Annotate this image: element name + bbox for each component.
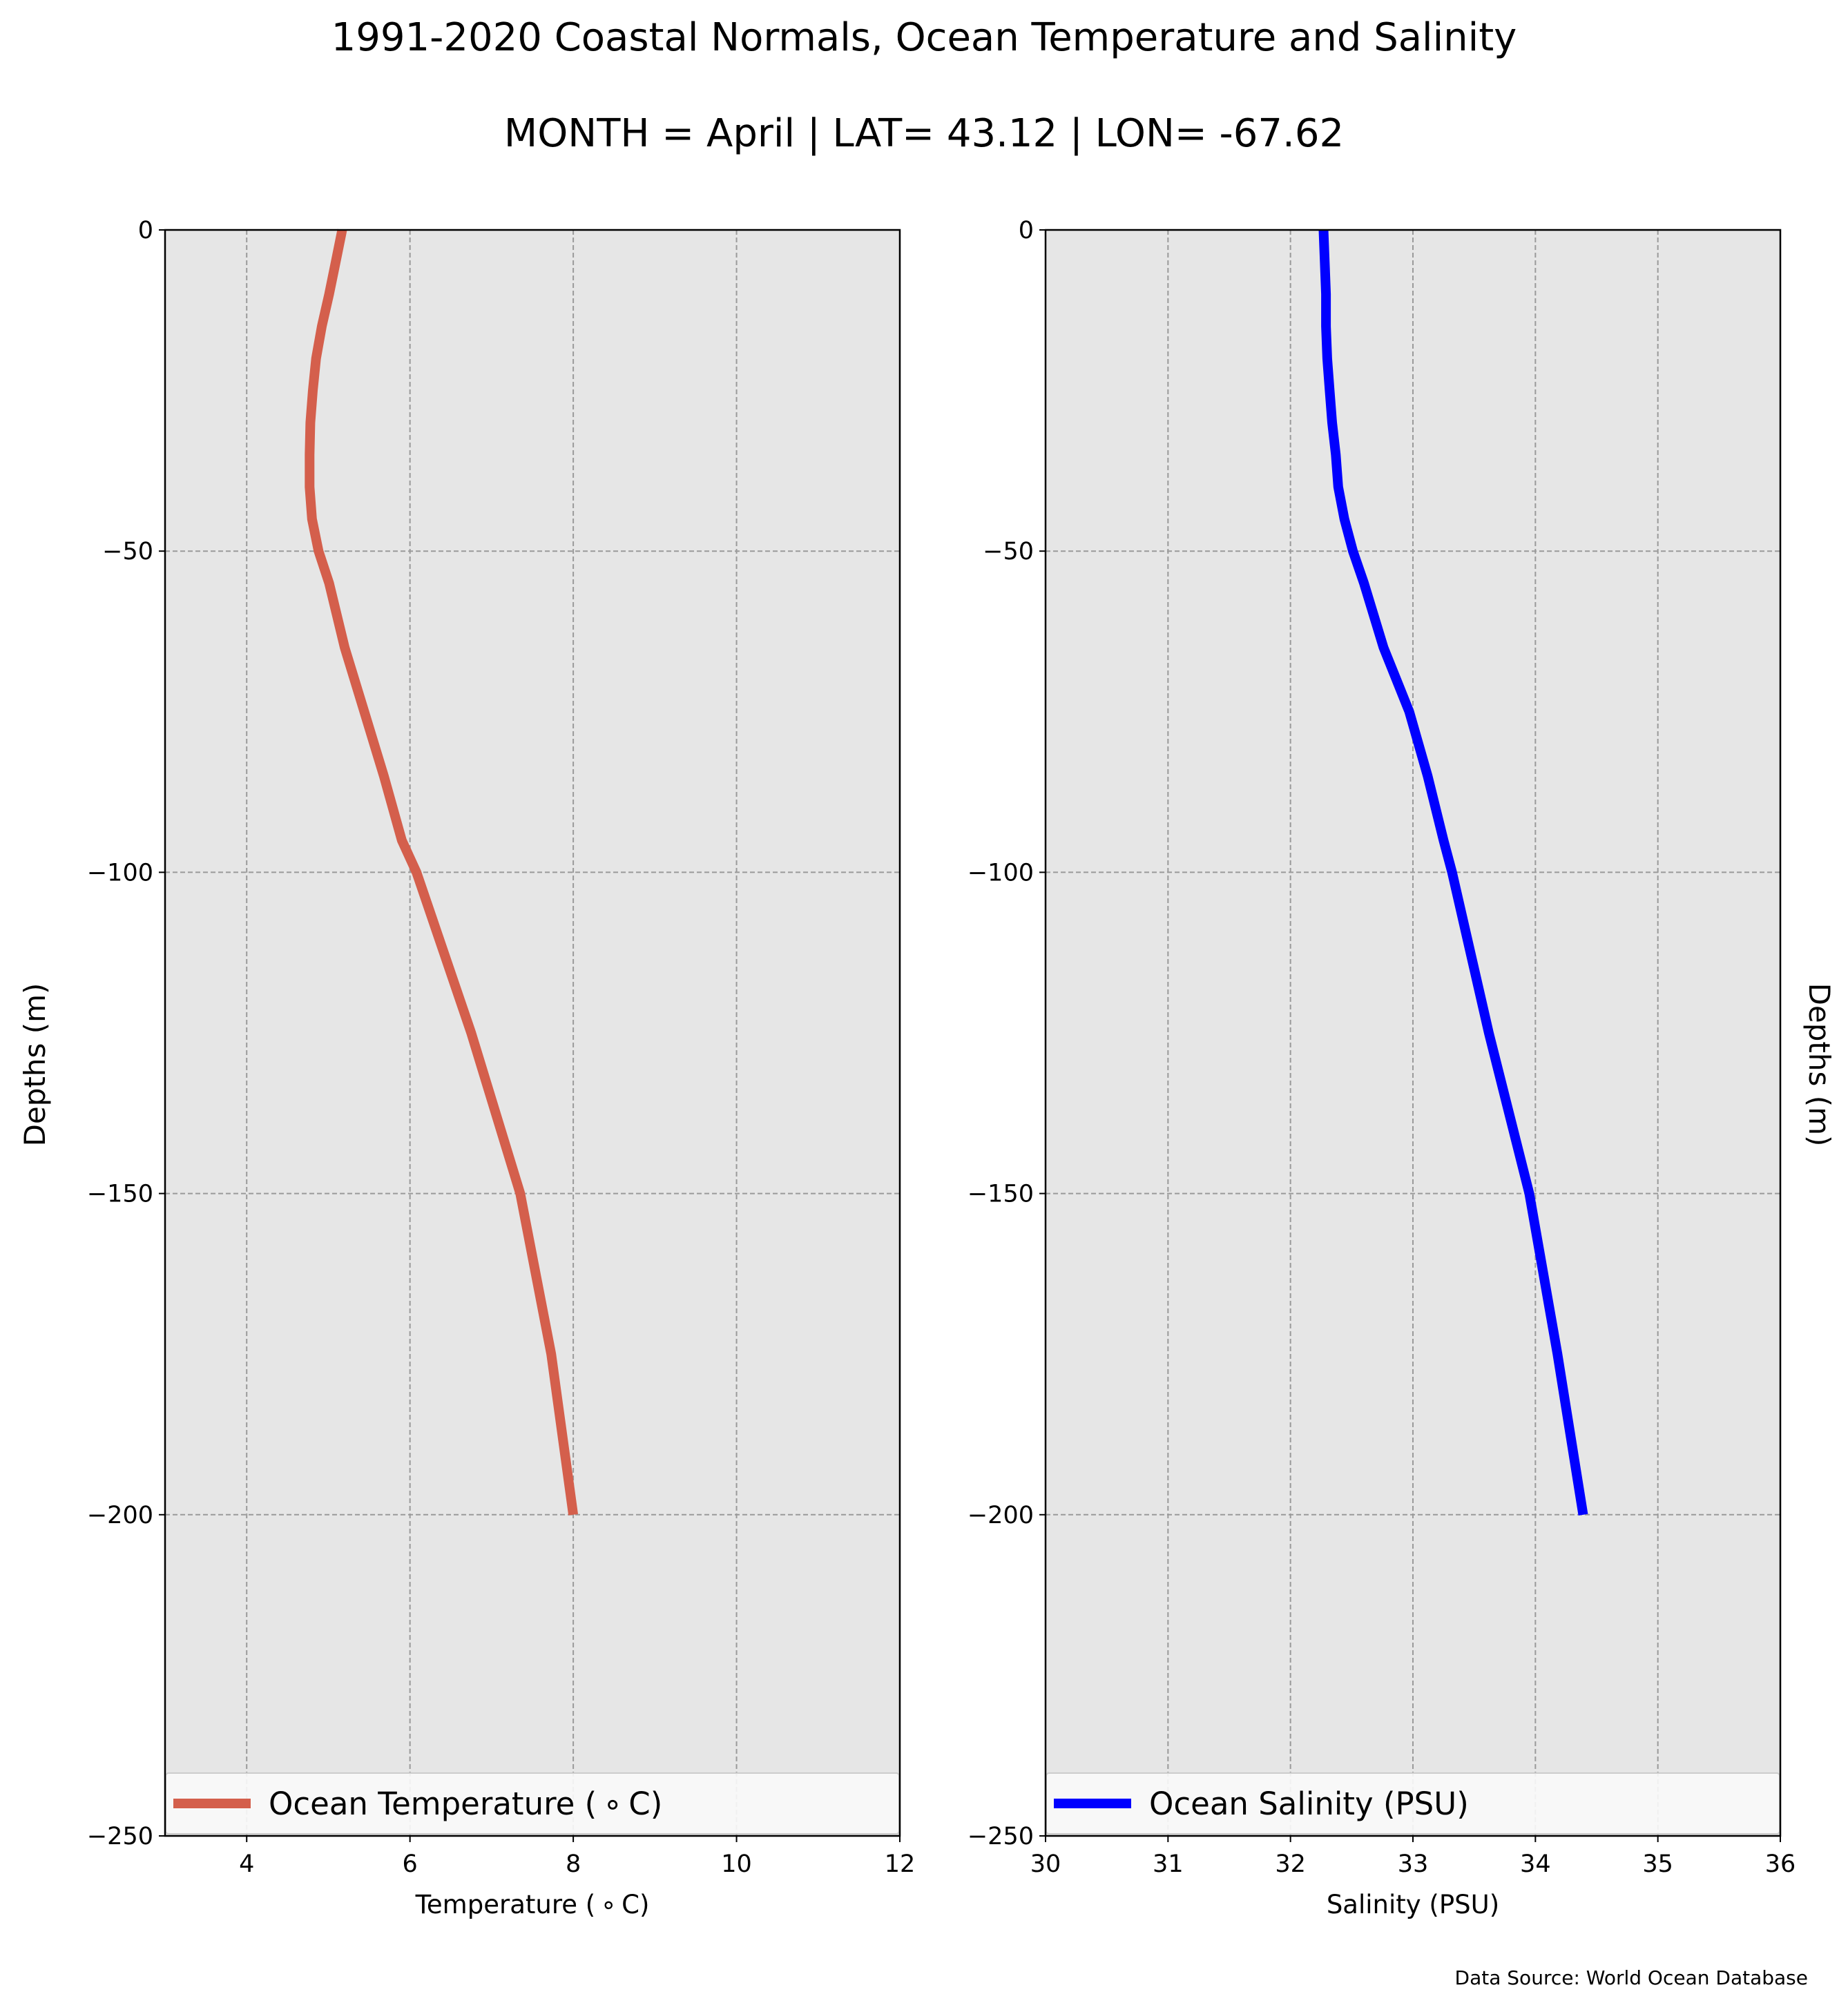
temperature-y-tick-label: −250 <box>87 1823 153 1850</box>
salinity-x-tick-label: 35 <box>1642 1850 1673 1878</box>
salinity-plot-area <box>1046 230 1780 1836</box>
salinity-legend-label: Ocean Salinity (PSU) <box>1149 1786 1469 1822</box>
salinity-y-tick-label: −200 <box>968 1502 1034 1529</box>
salinity-y-tick-label: −100 <box>968 859 1034 887</box>
temperature-x-axis-label: Temperature ( ∘ C) <box>415 1890 650 1919</box>
salinity-x-axis-label: Salinity (PSU) <box>1327 1890 1499 1919</box>
temperature-axes-frame <box>164 229 901 1837</box>
temperature-y-tick-label: −50 <box>102 538 153 565</box>
salinity-y-tick-label: 0 <box>1019 217 1034 244</box>
salinity-x-tick-label: 34 <box>1520 1850 1551 1878</box>
left-y-axis-label: Depths (m) <box>18 983 52 1147</box>
salinity-y-tick-label: −50 <box>983 538 1034 565</box>
salinity-x-tick-label: 33 <box>1398 1850 1429 1878</box>
temperature-y-tick-label: −100 <box>87 859 153 887</box>
salinity-x-tick-label: 31 <box>1153 1850 1184 1878</box>
temperature-x-tick-label: 10 <box>721 1850 752 1878</box>
salinity-legend: Ocean Salinity (PSU) <box>1046 1772 1780 1835</box>
temperature-panel: 4 6 8 10 12 0 −50 −100 −150 −200 −250 Ocean Tempera… <box>87 217 915 1919</box>
temperature-legend: Ocean Temperature ( ∘ C) <box>165 1772 900 1835</box>
salinity-axes-frame <box>1044 229 1782 1837</box>
temperature-series-line <box>305 229 579 1516</box>
salinity-panel: 30 31 32 33 34 35 36 0 −50 −100 −150 −200 −250 Ocean … <box>968 217 1796 1919</box>
figure-subtitle: MONTH = April | LAT= 43.12 | LON= -67.62 <box>504 111 1344 156</box>
salinity-y-tick-label: −150 <box>968 1181 1034 1208</box>
salinity-series-line <box>1318 229 1588 1516</box>
salinity-x-tick-label: 30 <box>1030 1850 1061 1878</box>
temperature-y-tick-label: −200 <box>87 1502 153 1529</box>
temperature-plot-area <box>165 230 900 1836</box>
temperature-legend-label: Ocean Temperature ( ∘ C) <box>269 1786 662 1822</box>
salinity-x-tick-label: 32 <box>1275 1850 1306 1878</box>
temperature-x-tick-label: 6 <box>403 1850 418 1878</box>
salinity-x-tick-label: 36 <box>1765 1850 1796 1878</box>
salinity-y-tick-label: −250 <box>968 1823 1034 1850</box>
data-source-note: Data Source: World Ocean Database <box>1455 1966 1808 1989</box>
right-y-axis-label: Depths (m) <box>1802 983 1836 1147</box>
temperature-y-tick-label: 0 <box>138 217 153 244</box>
temperature-y-tick-label: −150 <box>87 1181 153 1208</box>
temperature-x-tick-label: 12 <box>885 1850 916 1878</box>
figure-title: 1991-2020 Coastal Normals, Ocean Tempera… <box>331 15 1517 60</box>
temperature-x-tick-label: 8 <box>566 1850 581 1878</box>
temperature-x-tick-label: 4 <box>239 1850 254 1878</box>
